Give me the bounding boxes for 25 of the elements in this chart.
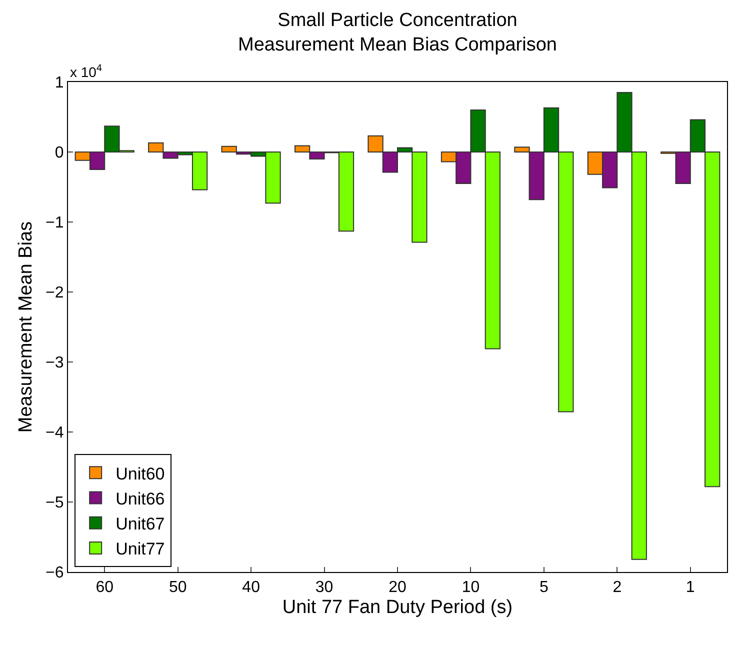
x-tick-label: 30 xyxy=(315,579,334,596)
legend-label: Unit77 xyxy=(116,540,165,559)
x-tick-label: 40 xyxy=(242,579,260,596)
y-tick-label: 0 xyxy=(54,144,64,162)
x-tick-label: 20 xyxy=(388,579,406,596)
x-tick-label: 50 xyxy=(168,579,187,596)
y-tick-label: 1 xyxy=(54,74,64,92)
y-tick-label: −5 xyxy=(46,494,64,512)
x-tick-label: 1 xyxy=(686,579,695,596)
y-axis-title: Measurement Mean Bias xyxy=(15,221,36,433)
y-tick-label: −1 xyxy=(46,214,64,232)
y-tick-label: −4 xyxy=(46,424,64,442)
x-tick-label: 2 xyxy=(612,579,622,596)
y-tick-label: −6 xyxy=(46,564,64,582)
chart-title: Small Particle Concentration Measurement Mean Bias Comparison xyxy=(238,10,557,56)
text: x 10$^{4}$ xyxy=(70,63,102,80)
y-tick-label: −2 xyxy=(46,284,64,302)
x-tick-label: 5 xyxy=(539,579,548,596)
legend-label: Unit66 xyxy=(116,489,165,508)
x-axis-title: Unit 77 Fan Duty Period (s) xyxy=(282,597,513,618)
legend-label: Unit60 xyxy=(116,464,165,484)
x-tick-label: 60 xyxy=(96,579,114,596)
legend-label: Unit67 xyxy=(116,514,165,534)
x-tick-label: 10 xyxy=(462,579,480,596)
y-tick-label: −3 xyxy=(46,354,64,372)
